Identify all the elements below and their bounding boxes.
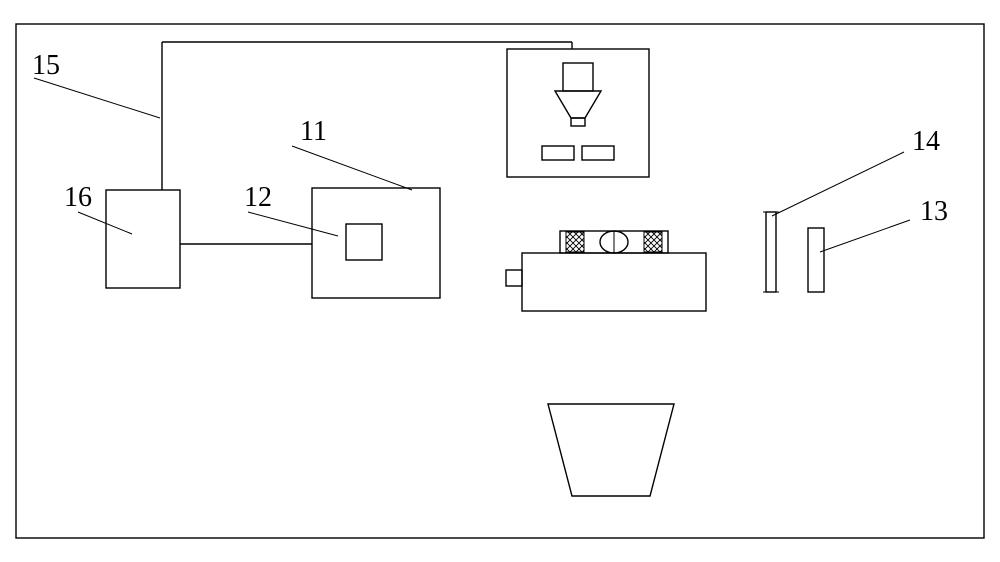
- tray-hatch-1: [644, 232, 662, 252]
- label-13: 13: [920, 196, 948, 227]
- block-11: [312, 188, 440, 298]
- bucket: [548, 404, 674, 496]
- label-15: 15: [32, 50, 60, 81]
- platform: [506, 231, 706, 311]
- leader-16: [78, 212, 132, 234]
- block-top: [507, 49, 649, 177]
- label-16: 16: [64, 182, 92, 213]
- label-14: 14: [912, 126, 940, 157]
- nozzle-12-body: [346, 224, 382, 260]
- tray-hatch-0: [566, 232, 584, 252]
- leader-14: [772, 152, 904, 216]
- block-16: [106, 190, 180, 288]
- diagram-frame: [16, 24, 984, 538]
- leader-12: [248, 212, 338, 236]
- leader-15: [34, 78, 160, 118]
- platform-knob: [506, 270, 522, 286]
- slit-14: [766, 212, 776, 292]
- leader-11: [292, 146, 412, 190]
- slit-13: [808, 228, 824, 292]
- label-12: 12: [244, 182, 272, 213]
- leader-13: [820, 220, 910, 252]
- label-11: 11: [300, 116, 327, 147]
